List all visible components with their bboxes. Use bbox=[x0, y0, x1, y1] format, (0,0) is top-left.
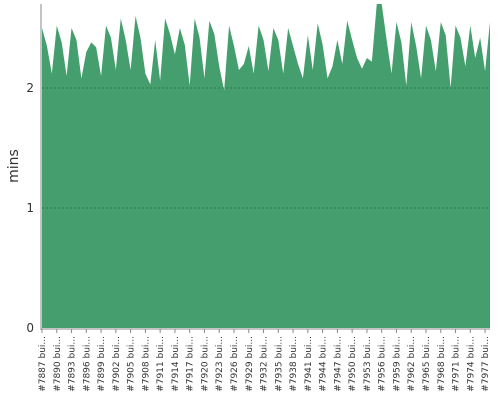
x-tick-label: #7902 bui... bbox=[112, 336, 122, 392]
x-tick-label: #7887 bui... bbox=[38, 336, 48, 392]
x-tick-label: #7920 bui... bbox=[200, 336, 210, 392]
x-tick-label: #7905 bui... bbox=[127, 336, 137, 392]
x-tick-label: #7962 bui... bbox=[407, 336, 417, 392]
x-tick-label: #7893 bui... bbox=[68, 336, 78, 392]
x-tick-label: #7896 bui... bbox=[82, 336, 92, 392]
x-tick-label: #7974 bui... bbox=[466, 336, 476, 392]
x-tick-label: #7959 bui... bbox=[392, 336, 402, 392]
x-tick-label: #7968 bui... bbox=[437, 336, 447, 392]
x-tick-label: #7926 bui... bbox=[230, 336, 240, 392]
y-tick-labels: 0 1 2 bbox=[26, 81, 34, 335]
x-tick-label: #7956 bui... bbox=[378, 336, 388, 392]
x-tick-label: #7938 bui... bbox=[289, 336, 299, 392]
x-tick-label: #7923 bui... bbox=[215, 336, 225, 392]
x-tick-labels: #7887 bui... #7890 bui... #7893 bui... #789… bbox=[38, 329, 491, 392]
x-tick-label: #7914 bui... bbox=[171, 336, 181, 392]
x-tick-label: #7965 bui... bbox=[422, 336, 432, 392]
x-tick-label: #7908 bui... bbox=[141, 336, 151, 392]
x-tick-label: #7890 bui... bbox=[53, 336, 63, 392]
x-tick-label: #7971 bui... bbox=[452, 336, 462, 392]
x-tick-label: #7929 bui... bbox=[245, 336, 255, 392]
y-tick-label: 1 bbox=[26, 201, 34, 215]
x-tick-label: #7977 bui... bbox=[481, 336, 491, 392]
x-tick-label: #7947 bui... bbox=[333, 336, 343, 392]
x-tick-label: #7911 bui... bbox=[156, 336, 166, 392]
y-axis-label: mins bbox=[6, 149, 22, 183]
x-tick-label: #7917 bui... bbox=[186, 336, 196, 392]
area-series bbox=[42, 4, 490, 328]
x-tick-label: #7899 bui... bbox=[97, 336, 107, 392]
y-tick-label: 0 bbox=[26, 321, 34, 335]
x-tick-label: #7941 bui... bbox=[304, 336, 314, 392]
y-tick-label: 2 bbox=[26, 81, 34, 95]
x-tick-label: #7950 bui... bbox=[348, 336, 358, 392]
area-fill bbox=[42, 4, 490, 328]
x-tick-label: #7932 bui... bbox=[260, 336, 270, 392]
grid-lines bbox=[42, 87, 490, 209]
x-tick-label: #7935 bui... bbox=[274, 336, 284, 392]
x-tick-label: #7953 bui... bbox=[363, 336, 373, 392]
x-tick-label: #7944 bui... bbox=[319, 336, 329, 392]
